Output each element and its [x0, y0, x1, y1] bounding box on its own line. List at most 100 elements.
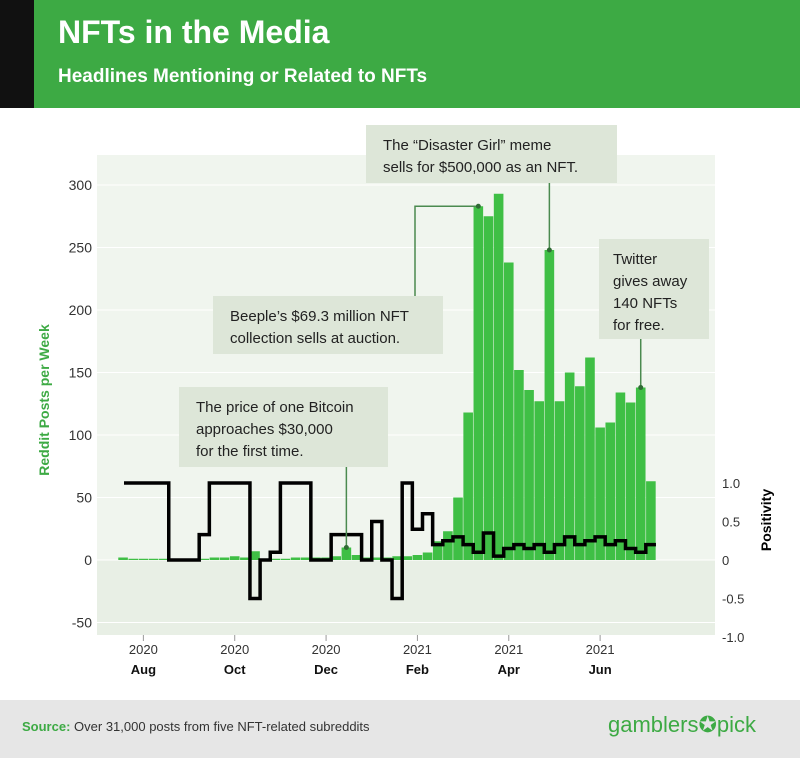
bar	[148, 558, 159, 560]
header-accent	[0, 0, 34, 108]
x-tick-year: 2020	[312, 642, 341, 657]
bar	[635, 387, 646, 560]
chart: -50 0 50 100 150 200 250 300 -1.0 -0.5 0 0.5 1.0 20…	[36, 125, 774, 677]
positivity-line	[124, 481, 656, 601]
bar	[372, 557, 382, 560]
bar	[585, 357, 595, 560]
annotation-line: collection sells at auction.	[230, 330, 400, 347]
bar	[646, 481, 656, 560]
bar	[219, 557, 230, 560]
y-tick-label: 200	[69, 302, 93, 318]
y2-tick-label: 0	[722, 553, 729, 568]
x-tick-month: Dec	[314, 662, 338, 677]
bar	[351, 555, 362, 560]
y2-axis-label: Positivity	[758, 489, 774, 551]
bar	[564, 372, 575, 560]
bar	[199, 558, 210, 560]
y-tick-label: 250	[69, 240, 93, 256]
annotation-line: Beeple’s $69.3 million NFT	[230, 308, 409, 325]
bar	[138, 558, 149, 560]
bar	[432, 541, 443, 560]
annotation-line: sells for $500,000 as an NFT.	[383, 159, 578, 176]
leader-dot	[546, 247, 552, 253]
source-label: Source:	[22, 719, 71, 734]
y-tick-label: 0	[84, 552, 92, 568]
annotation-line: The price of one Bitcoin	[196, 399, 354, 416]
x-tick-year: 2020	[129, 642, 158, 657]
bar	[483, 216, 494, 560]
x-tick-month: Feb	[406, 662, 429, 677]
annotation-box	[366, 125, 617, 183]
bar	[554, 401, 565, 560]
y2-axis-ticks: -1.0 -0.5 0 0.5 1.0	[722, 476, 744, 645]
annotation-line: gives away	[613, 273, 688, 290]
bar	[158, 558, 169, 560]
bar	[290, 557, 301, 560]
y-tick-label: -50	[72, 615, 92, 631]
annotation-line: Twitter	[613, 251, 657, 268]
y2-tick-label: 1.0	[722, 476, 740, 491]
x-tick-month: Jun	[589, 662, 612, 677]
bar	[544, 250, 555, 560]
x-tick-month: Apr	[498, 662, 520, 677]
annotation-box	[179, 387, 388, 467]
annotation-line: The “Disaster Girl” meme	[383, 137, 551, 154]
bar	[605, 422, 616, 560]
brand-logo: gamblers✪pick	[608, 712, 756, 738]
y2-tick-label: -0.5	[722, 592, 744, 607]
annotation-line: approaches $30,000	[196, 421, 333, 438]
x-tick-month: Aug	[131, 662, 156, 677]
plot-band-lower	[97, 560, 715, 635]
bar	[402, 556, 413, 560]
leader-dot	[475, 203, 481, 209]
source-note: Source: Over 31,000 posts from five NFT-…	[22, 719, 370, 734]
bar	[514, 370, 524, 560]
bar	[240, 557, 250, 560]
y-axis-label: Reddit Posts per Week	[36, 324, 52, 476]
bar	[493, 193, 504, 560]
bar	[595, 427, 605, 560]
bar	[615, 392, 626, 560]
annotation-boxes: The price of one Bitcoin approaches $30,0…	[179, 125, 709, 467]
y2-tick-label: 0.5	[722, 515, 740, 530]
y-tick-label: 100	[69, 427, 93, 443]
annotation-box	[599, 239, 709, 339]
bar	[392, 556, 402, 560]
page-title: NFTs in the Media	[58, 14, 330, 50]
bar	[463, 412, 473, 560]
bar	[209, 557, 220, 560]
bar	[625, 402, 636, 560]
page-subtitle: Headlines Mentioning or Related to NFTs	[58, 66, 428, 87]
header-bar	[0, 0, 800, 108]
bar	[300, 557, 311, 560]
bar	[412, 555, 423, 560]
bar	[341, 547, 352, 560]
bar	[331, 556, 342, 560]
bar	[534, 401, 545, 560]
leader-dot	[343, 545, 349, 550]
bar	[503, 262, 514, 560]
footer-bar	[0, 700, 800, 758]
y-tick-label: 150	[69, 365, 93, 381]
bar	[270, 558, 281, 560]
annotation-line: for free.	[613, 317, 665, 334]
bar	[118, 557, 128, 560]
x-tick-month: Oct	[224, 662, 246, 677]
logo-text-right: pick	[716, 712, 757, 737]
x-axis-ticks: 2020 Aug 2020 Oct 2020 Dec 2021 Feb 2021 Apr 2021 J…	[129, 635, 615, 677]
y2-tick-label: -1.0	[722, 630, 744, 645]
bar	[229, 556, 240, 560]
y-tick-label: 300	[69, 177, 93, 193]
logo-text-left: gamblers	[608, 712, 699, 737]
x-tick-year: 2021	[403, 642, 432, 657]
bar	[443, 531, 453, 560]
y-axis-ticks: -50 0 50 100 150 200 250 300	[69, 177, 93, 631]
bar	[250, 551, 260, 560]
annotation-line: 140 NFTs	[613, 295, 677, 312]
bar	[524, 390, 534, 560]
y-tick-label: 50	[76, 490, 92, 506]
x-tick-year: 2021	[494, 642, 523, 657]
bar	[453, 497, 463, 560]
source-text: Over 31,000 posts from five NFT-related …	[74, 719, 370, 734]
bar	[422, 552, 433, 560]
